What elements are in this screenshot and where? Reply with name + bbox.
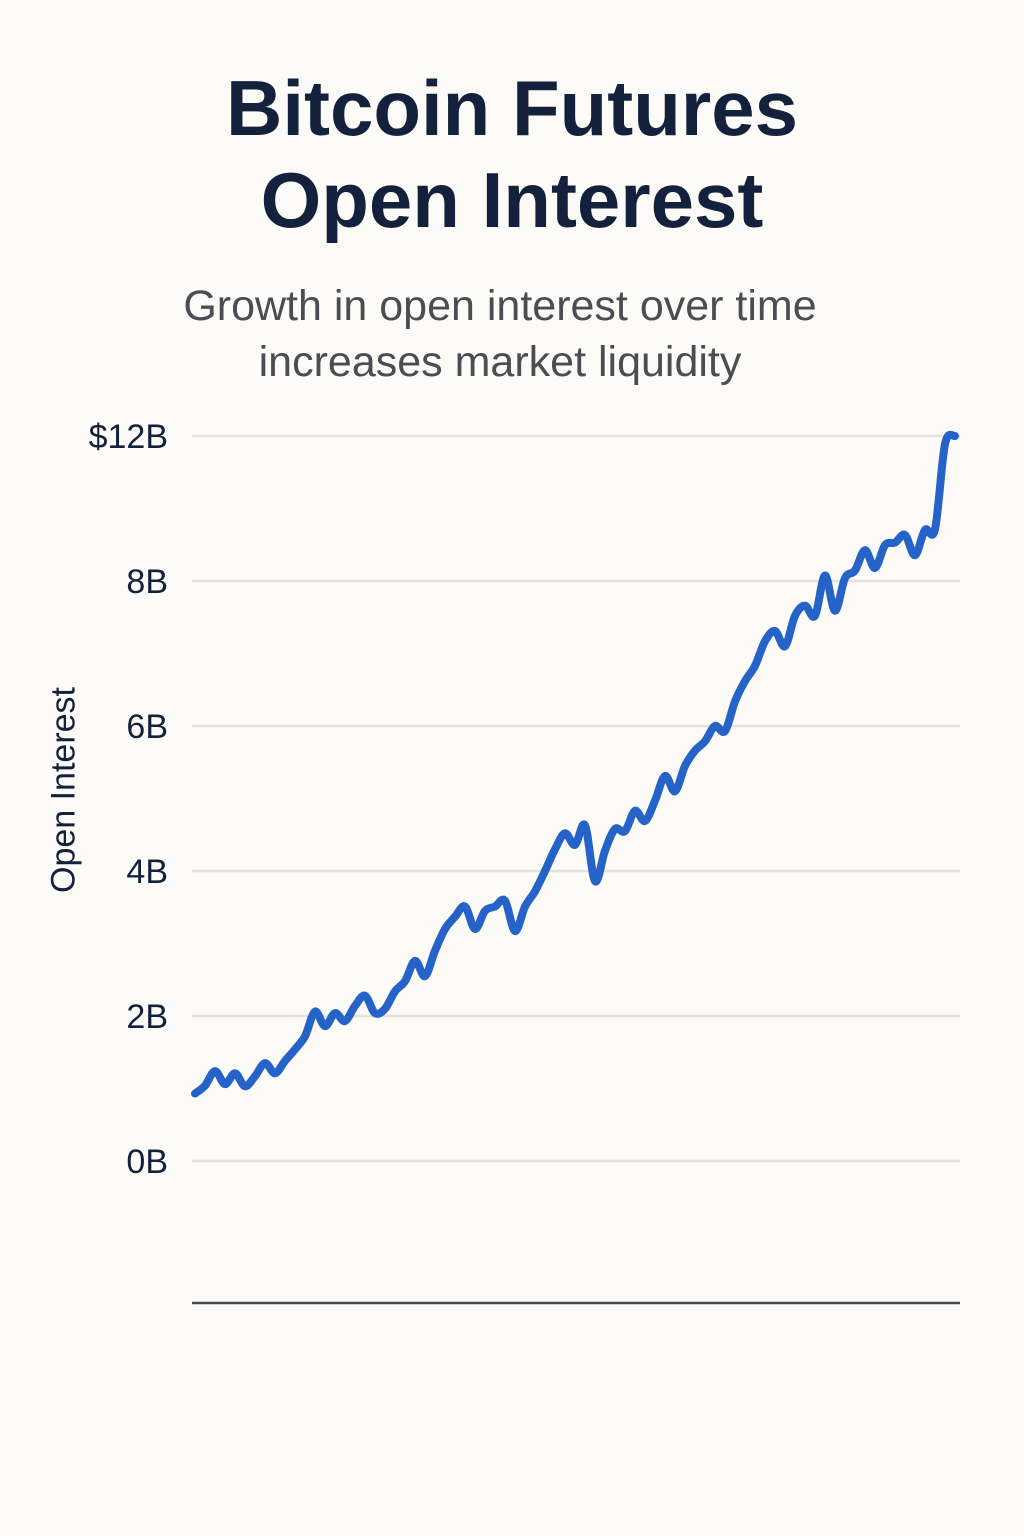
y-axis-ticks: 0B 2B 4B 6B 8B $12B (89, 418, 168, 1181)
chart-subtitle: Growth in open interest over time increa… (0, 278, 1000, 390)
y-tick-label: $12B (89, 418, 168, 456)
gridlines (192, 434, 960, 1163)
chart-title-line-1: Bitcoin Futures (225, 64, 798, 152)
y-tick-label: 2B (126, 998, 168, 1036)
y-tick-label: 8B (126, 563, 168, 601)
y-tick-label: 0B (126, 1143, 168, 1181)
series-line-open-interest (191, 430, 959, 1098)
y-tick-label: 6B (126, 708, 168, 746)
y-tick-label: 4B (126, 853, 168, 891)
chart-subtitle-line-1: Growth in open interest over time (183, 282, 817, 330)
chart-subtitle-line-2: increases market liquidity (258, 338, 742, 386)
chart-title-line-2: Open Interest (260, 156, 764, 244)
chart-title: Bitcoin Futures Open Interest (0, 62, 1024, 246)
